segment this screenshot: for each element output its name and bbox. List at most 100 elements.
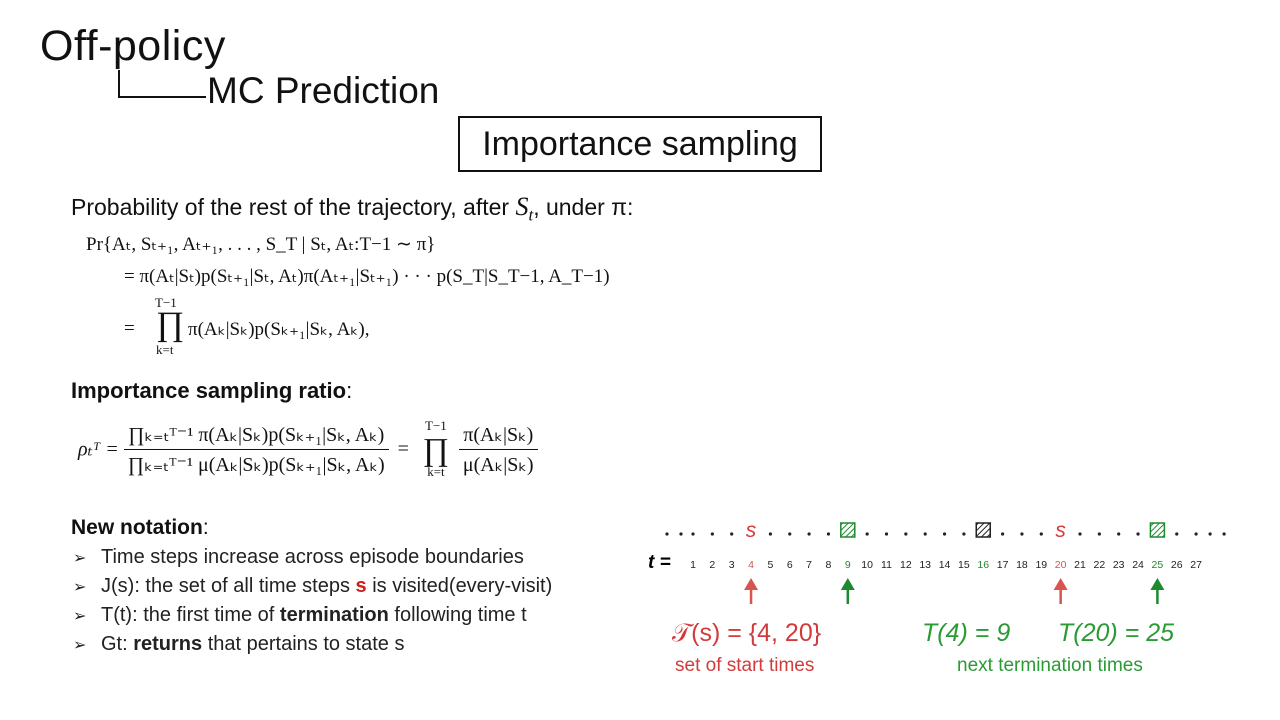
- notation-item: ➢ J(s): the set of all time steps s is vi…: [73, 575, 552, 598]
- timeline-step-number: 19: [1035, 559, 1047, 571]
- timeline-step-number: 13: [919, 559, 931, 571]
- tree-connector-line: [118, 70, 206, 98]
- notation-item-text-end: is visited(every-visit): [366, 575, 553, 597]
- timeline-dot: [788, 532, 792, 536]
- timeline-dot: [1039, 532, 1043, 536]
- termination-equation-1: T(4) = 9: [922, 619, 1010, 647]
- timeline-step-number: 23: [1113, 559, 1125, 571]
- timeline-step-number: 17: [997, 559, 1009, 571]
- notation-item-text-end: following time t: [388, 604, 527, 626]
- notation-item-text: Time steps increase across episode bound…: [101, 546, 524, 568]
- timeline-step-number: 11: [881, 559, 892, 571]
- termination-square-icon: [840, 522, 856, 538]
- timeline-dot: [1117, 532, 1121, 536]
- bullet-arrow-icon: ➢: [73, 608, 87, 625]
- timeline-arrows: [744, 578, 1165, 604]
- timeline-dot: [942, 532, 947, 536]
- timeline-step-number: 24: [1132, 559, 1144, 571]
- notation-heading-colon: :: [202, 516, 209, 539]
- timeline-step-number: 22: [1094, 559, 1106, 571]
- ratio-fraction-2: π(Aₖ|Sₖ) μ(Aₖ|Sₖ): [458, 422, 538, 477]
- start-state-marker: s: [1055, 519, 1066, 542]
- notation-item-text: J(s): the set of all time steps: [101, 575, 356, 597]
- product-symbol: ∏: [156, 306, 184, 343]
- timeline-dot: [865, 532, 869, 536]
- timeline-step-number: 1: [690, 559, 696, 571]
- timeline-step-number: 4: [748, 559, 754, 571]
- notation-item: ➢ T(t): the first time of termination fol…: [73, 604, 527, 627]
- probability-intro-var-sub: t: [528, 205, 534, 225]
- termination-square-icon: [1149, 522, 1166, 538]
- timeline-dot: [768, 532, 772, 536]
- termination-arrow-icon: [840, 578, 855, 590]
- notation-item-emphasis: s: [355, 575, 367, 597]
- ratio-fraction-1-denominator: ∏ₖ₌ₜᵀ⁻¹ μ(Aₖ|Sₖ)p(Sₖ₊₁|Sₖ, Aₖ): [127, 453, 385, 476]
- timeline-dot: [962, 532, 966, 536]
- termination-arrow-icon: [1150, 578, 1165, 590]
- timeline-label: t =: [648, 552, 671, 573]
- timeline-dot: [710, 532, 714, 536]
- product-lower-limit: k=t: [156, 342, 174, 357]
- start-arrow-icon: [744, 578, 759, 590]
- timeline-step-number: 27: [1190, 559, 1202, 571]
- timeline-dot: [1097, 532, 1101, 536]
- ratio-lhs: ρₜᵀ =: [78, 438, 119, 461]
- bullet-arrow-icon: ➢: [73, 579, 87, 596]
- timeline-step-number: 3: [729, 559, 735, 571]
- timeline-step-number: 2: [709, 559, 715, 571]
- termination-equation-2: T(20) = 25: [1058, 619, 1174, 647]
- ratio-heading-colon: :: [346, 378, 353, 403]
- start-arrow-icon: [1053, 578, 1068, 590]
- product-upper-limit: T−1: [155, 295, 177, 310]
- timeline-step-number: 6: [787, 559, 793, 571]
- notation-item-text-end: that pertains to state s: [202, 633, 405, 655]
- timeline-dot: [923, 532, 927, 536]
- ratio-fraction-1-numerator: ∏ₖ₌ₜᵀ⁻¹ π(Aₖ|Sₖ)p(Sₖ₊₁|Sₖ, Aₖ): [123, 422, 389, 450]
- timeline-dot: [807, 532, 811, 536]
- timeline-step-number: 5: [767, 559, 773, 571]
- timeline-dot: [1208, 532, 1212, 536]
- timeline-dot: [1001, 532, 1005, 536]
- bullet-arrow-icon: ➢: [73, 637, 87, 654]
- termination-caption: next termination times: [957, 655, 1143, 676]
- timeline-step-number: 15: [958, 559, 970, 571]
- ratio-product-symbol: ∏: [422, 431, 450, 467]
- notation-item-text: T(t): the first time of: [101, 604, 280, 626]
- timeline-dot: [679, 532, 683, 536]
- section-title: Importance sampling: [482, 124, 798, 163]
- timeline-step-number: 8: [826, 559, 832, 571]
- probability-equation-line-3: = T−1 ∏ k=t π(Aₖ|Sₖ)p(Sₖ₊₁|Sₖ, Aₖ),: [124, 295, 424, 360]
- start-set-equation: 𝒯(s) = {4, 20}: [672, 619, 821, 647]
- timeline-steps-row: 1 2 3 4 5 6 7 8 9 10 11 12 13 14 15 16 17 18 19 20 21 22 23 24 2…: [690, 559, 1202, 571]
- ratio-heading-bold: Importance sampling ratio: [71, 378, 347, 403]
- timeline-step-number: 14: [939, 559, 951, 571]
- timeline-dot: [884, 532, 889, 536]
- ratio-equation: ρₜᵀ = ∏ₖ₌ₜᵀ⁻¹ π(Aₖ|Sₖ)p(Sₖ₊₁|Sₖ, Aₖ) ∏ₖ₌…: [78, 418, 538, 480]
- ratio-fraction-2-numerator: π(Aₖ|Sₖ): [458, 422, 538, 450]
- probability-equation-line-1: Pr{Aₜ, Sₜ₊₁, Aₜ₊₁, . . . , S_T | Sₜ, Aₜ:…: [86, 234, 436, 255]
- timeline-step-number: 26: [1171, 559, 1183, 571]
- timeline-step-number: 9: [845, 559, 851, 571]
- timeline-dot: [1136, 532, 1140, 536]
- notation-heading: New notation:: [71, 516, 209, 540]
- ratio-equals: =: [397, 437, 409, 460]
- timeline-step-number: 12: [900, 559, 912, 571]
- ratio-heading: Importance sampling ratio:: [71, 378, 352, 404]
- timeline-dot: [904, 532, 908, 536]
- ratio-fraction-2-denominator: μ(Aₖ|Sₖ): [462, 453, 534, 476]
- probability-intro: Probability of the rest of the trajector…: [71, 192, 633, 226]
- timeline-step-number: 25: [1152, 559, 1164, 571]
- probability-intro-pre: Probability of the rest of the trajector…: [71, 194, 516, 220]
- timeline-dot: [1194, 532, 1198, 536]
- notation-item-text: Gt:: [101, 633, 134, 655]
- equation-equals: =: [124, 318, 135, 339]
- timeline-dot: [665, 532, 669, 536]
- ratio-product: T−1 ∏ k=t: [418, 418, 454, 480]
- ratio-product-lower: k=t: [427, 464, 445, 479]
- termination-square-icon: [975, 522, 991, 538]
- timeline-dot: [730, 532, 734, 536]
- ratio-product-upper: T−1: [425, 418, 447, 433]
- timeline-dot: [1175, 532, 1179, 536]
